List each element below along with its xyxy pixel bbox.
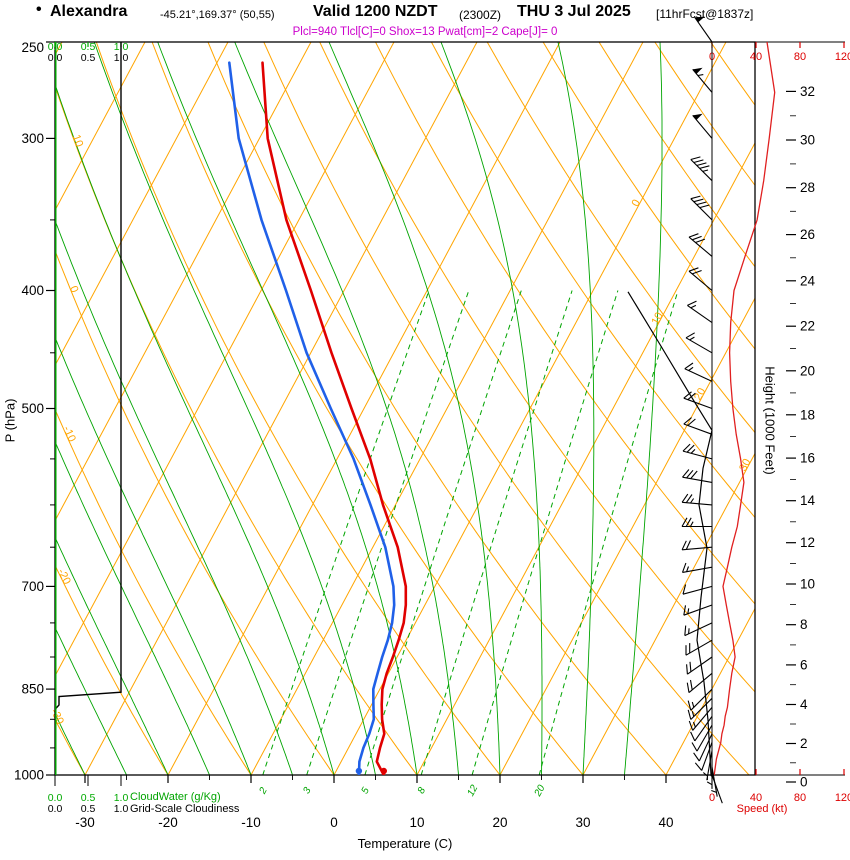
- cloudiness-trace: [55, 42, 122, 775]
- svg-text:700: 700: [21, 579, 44, 594]
- svg-text:8: 8: [800, 617, 808, 632]
- svg-text:-30: -30: [75, 815, 95, 830]
- svg-text:30: 30: [737, 457, 753, 473]
- svg-text:80: 80: [794, 51, 806, 63]
- forecast-info: [11hrFcst@1837z]: [656, 7, 754, 21]
- pressure-axis-label: P (hPa): [2, 398, 18, 443]
- svg-text:8: 8: [416, 785, 429, 795]
- svg-text:20: 20: [532, 783, 548, 799]
- station-bullet: •: [36, 1, 42, 18]
- svg-text:1000: 1000: [14, 768, 44, 783]
- svg-text:20: 20: [800, 363, 815, 378]
- svg-text:32: 32: [800, 84, 815, 99]
- temperature-surface-dot: [380, 767, 387, 775]
- svg-text:300: 300: [21, 131, 44, 146]
- station-coordinates: -45.21°,169.37° (50,55): [160, 9, 275, 21]
- svg-text:1.0: 1.0: [114, 803, 129, 815]
- svg-text:0.5: 0.5: [81, 792, 96, 804]
- cloudiness-axis-label: Grid-Scale Cloudiness: [130, 803, 240, 815]
- svg-text:0.5: 0.5: [81, 52, 96, 64]
- svg-text:20: 20: [692, 386, 708, 402]
- svg-text:16: 16: [800, 451, 815, 466]
- svg-text:-10: -10: [60, 424, 77, 443]
- wind-panel: [627, 16, 776, 804]
- svg-text:18: 18: [800, 407, 815, 422]
- svg-text:20: 20: [492, 815, 507, 830]
- svg-text:0.0: 0.0: [48, 792, 63, 804]
- valid-date: THU 3 Jul 2025: [517, 3, 631, 20]
- svg-text:10: 10: [649, 310, 665, 326]
- temperature-axis-label: Temperature (C): [357, 836, 453, 851]
- svg-text:-20: -20: [158, 815, 178, 830]
- dewpoint-surface-dot: [355, 767, 363, 775]
- svg-text:24: 24: [800, 273, 816, 288]
- temperature-trace: [261, 61, 408, 775]
- svg-text:26: 26: [800, 227, 815, 242]
- svg-text:22: 22: [800, 319, 815, 334]
- svg-text:0.5: 0.5: [81, 803, 96, 815]
- svg-text:-10: -10: [241, 815, 261, 830]
- svg-text:12: 12: [800, 535, 815, 550]
- sounding-traces: [55, 42, 408, 775]
- svg-text:40: 40: [750, 51, 762, 63]
- svg-text:0: 0: [330, 815, 338, 830]
- svg-text:3: 3: [301, 785, 314, 795]
- wind-speed-trace: [713, 41, 776, 776]
- station-name: Alexandra: [50, 3, 128, 20]
- speed-axis-label: Speed (kt): [736, 803, 788, 815]
- stability-indices: Plcl=940 Tlcl[C]=0 Shox=13 Pwat[cm]=2 Ca…: [292, 26, 558, 38]
- svg-text:30: 30: [575, 815, 590, 830]
- svg-text:0.5: 0.5: [81, 41, 96, 53]
- svg-text:80: 80: [794, 792, 806, 804]
- aux-profile-line: [627, 291, 713, 776]
- svg-text:10: 10: [800, 576, 815, 591]
- svg-text:0.0: 0.0: [48, 803, 63, 815]
- svg-text:850: 850: [21, 682, 44, 697]
- svg-text:120: 120: [835, 792, 850, 804]
- svg-text:4: 4: [800, 697, 808, 712]
- svg-text:2: 2: [800, 736, 808, 751]
- svg-text:250: 250: [21, 40, 44, 55]
- svg-text:5: 5: [360, 785, 373, 795]
- svg-text:40: 40: [658, 815, 673, 830]
- svg-text:0: 0: [630, 198, 643, 209]
- svg-text:10: 10: [409, 815, 424, 830]
- cloudwater-axis-label: CloudWater (g/Kg): [130, 791, 221, 803]
- svg-text:120: 120: [835, 51, 850, 63]
- svg-text:40: 40: [750, 792, 762, 804]
- skewt-background-grid: [55, 42, 755, 775]
- svg-text:30: 30: [800, 132, 815, 147]
- svg-text:0.0: 0.0: [48, 41, 63, 53]
- svg-text:-30: -30: [48, 707, 66, 727]
- svg-text:1.0: 1.0: [114, 792, 129, 804]
- svg-text:0: 0: [800, 774, 808, 789]
- valid-time: Valid 1200 NZDT: [313, 3, 438, 20]
- svg-text:400: 400: [21, 283, 44, 298]
- svg-text:6: 6: [800, 657, 808, 672]
- dewpoint-trace: [228, 61, 396, 775]
- svg-text:28: 28: [800, 180, 815, 195]
- svg-text:0: 0: [67, 284, 80, 294]
- height-axis-label: Height (1000 Feet): [762, 366, 778, 475]
- svg-text:2: 2: [257, 785, 270, 796]
- svg-text:10: 10: [70, 133, 85, 149]
- svg-text:0.0: 0.0: [48, 52, 63, 64]
- svg-text:14: 14: [800, 493, 816, 508]
- svg-text:12: 12: [465, 783, 480, 798]
- svg-text:500: 500: [21, 401, 44, 416]
- svg-text:0: 0: [709, 792, 715, 804]
- valid-time-utc: (2300Z): [459, 8, 502, 22]
